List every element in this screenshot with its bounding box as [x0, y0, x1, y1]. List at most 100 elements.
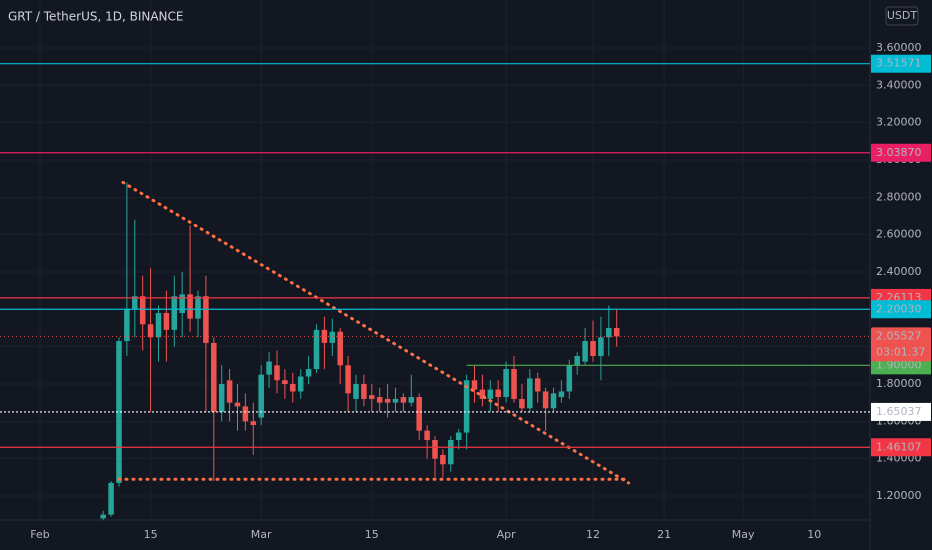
candle-body — [463, 380, 470, 433]
x-tick-label: Mar — [251, 528, 272, 541]
candle-body — [487, 389, 494, 399]
candle-body — [471, 380, 478, 390]
candle-body — [329, 331, 336, 343]
candle-body — [448, 439, 454, 465]
level-label: 1.46107 — [876, 440, 922, 453]
candle-body — [511, 369, 517, 399]
level-label-box — [871, 54, 931, 73]
level-label: 3.03870 — [876, 146, 922, 159]
level-label-box — [871, 143, 931, 162]
candle-body — [566, 365, 573, 392]
candle-body — [519, 398, 525, 409]
level-label-box — [871, 438, 931, 457]
candle-body — [424, 430, 430, 440]
candle-body — [297, 376, 304, 392]
plot: 1.200001.400001.600001.800002.000002.200… — [0, 0, 922, 541]
candle-body — [242, 406, 249, 422]
candle-body — [479, 389, 486, 399]
candle-body — [258, 374, 264, 418]
candle-body — [392, 398, 399, 403]
candle-body — [187, 294, 193, 319]
y-tick-label: 1.80000 — [876, 377, 922, 390]
candle-body — [400, 397, 407, 403]
candle-body — [590, 341, 596, 356]
trendline — [121, 180, 631, 485]
candle-body — [163, 313, 170, 330]
candle-body — [598, 337, 604, 356]
candle-body — [234, 402, 241, 407]
candle-body — [408, 397, 415, 403]
chart-title: GRT / TetherUS, 1D, BINANCE — [8, 10, 184, 24]
candle-body — [455, 432, 462, 440]
candle-body — [195, 296, 201, 319]
candle-body — [440, 454, 446, 465]
candle-body — [124, 309, 130, 342]
y-tick-label: 1.20000 — [876, 489, 922, 502]
candle-body — [290, 383, 296, 392]
x-tick-label: 10 — [807, 528, 821, 541]
candle-body — [606, 327, 612, 338]
candle-body — [218, 383, 225, 412]
candle-body — [613, 327, 620, 337]
candle-body — [550, 393, 557, 409]
candle-body — [353, 383, 359, 399]
candle-body — [416, 397, 422, 431]
candle-body — [527, 378, 533, 409]
candle-body — [274, 365, 280, 381]
candle-body — [250, 421, 257, 426]
currency-box — [885, 6, 919, 26]
last-price-label: 2.05527 — [876, 329, 922, 342]
candle-body — [179, 294, 185, 314]
y-tick-label: 3.60000 — [876, 41, 922, 54]
x-tick-label: 15 — [365, 528, 379, 541]
last-price-box — [871, 327, 931, 362]
x-tick-label: May — [732, 528, 755, 541]
currency: USDT — [887, 9, 918, 22]
countdown: 03:01:37 — [876, 345, 925, 358]
level-label: 1.65037 — [876, 405, 922, 418]
x-tick-label: 21 — [657, 528, 671, 541]
x-tick-label: 15 — [144, 528, 158, 541]
candle-body — [582, 341, 588, 362]
candle-body — [139, 296, 146, 325]
candle-body — [203, 296, 209, 343]
candle-body — [534, 378, 541, 392]
y-tick-label: 2.60000 — [876, 228, 922, 241]
level-label-box — [871, 300, 931, 319]
candle-body — [100, 514, 106, 519]
candle-body — [116, 341, 122, 483]
candle-body — [108, 482, 114, 515]
candle-body — [345, 365, 351, 394]
level-label-box — [871, 402, 931, 421]
candle-body — [542, 391, 549, 409]
candle-body — [503, 369, 509, 398]
x-tick-label: Feb — [30, 528, 49, 541]
candle-body — [337, 331, 343, 366]
candle-body — [574, 355, 580, 366]
candle-body — [266, 361, 272, 375]
candle-body — [369, 395, 375, 399]
candle-body — [282, 380, 288, 384]
candle-body — [132, 296, 138, 310]
level-label: 2.20030 — [876, 302, 922, 315]
x-tick-label: Apr — [497, 528, 517, 541]
candle-body — [432, 439, 438, 459]
candle-body — [361, 383, 367, 399]
y-tick-label: 2.40000 — [876, 265, 922, 278]
candle-body — [495, 389, 501, 398]
candle-body — [305, 369, 312, 377]
candle-body — [211, 342, 217, 412]
y-tick-label: 3.20000 — [876, 116, 922, 129]
candle-body — [226, 380, 233, 403]
candle-body — [313, 329, 320, 370]
y-tick-label: 3.40000 — [876, 78, 922, 91]
candle-body — [171, 296, 178, 330]
candle-body — [558, 391, 565, 398]
candle-body — [155, 313, 162, 338]
candle-body — [376, 397, 383, 403]
candle-body — [147, 324, 154, 338]
level-label: 3.51571 — [876, 57, 922, 70]
candle-body — [384, 398, 391, 403]
